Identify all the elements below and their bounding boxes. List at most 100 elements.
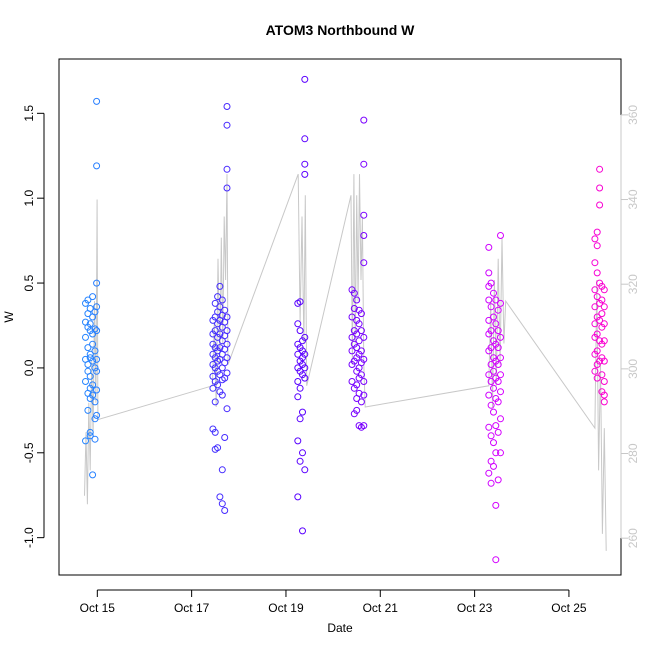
- data-point: [485, 296, 493, 304]
- data-point: [593, 228, 601, 236]
- data-point: [600, 303, 608, 311]
- data-point: [93, 279, 101, 287]
- data-point: [296, 327, 304, 335]
- data-point: [487, 303, 495, 311]
- data-point: [596, 201, 604, 209]
- data-point: [89, 471, 97, 479]
- data-point: [216, 282, 224, 290]
- data-point: [89, 391, 97, 399]
- data-point: [487, 327, 495, 335]
- data-point: [485, 423, 493, 431]
- data-point: [598, 310, 606, 318]
- data-point: [93, 367, 101, 375]
- data-point: [294, 437, 302, 445]
- data-point: [497, 232, 504, 239]
- data-point: [214, 444, 222, 452]
- data-point: [593, 330, 601, 338]
- data-point: [600, 398, 608, 406]
- data-point: [593, 347, 601, 355]
- chart-title: ATOM3 Northbound W: [266, 22, 416, 38]
- data-point: [591, 303, 599, 311]
- data-point: [86, 320, 94, 328]
- data-point: [353, 381, 361, 389]
- data-point: [84, 344, 92, 352]
- data-point: [487, 401, 495, 409]
- data-point: [296, 298, 304, 306]
- data-point: [84, 361, 92, 368]
- data-point: [360, 160, 368, 168]
- data-point: [487, 378, 495, 385]
- data-point: [301, 466, 309, 474]
- data-point: [86, 432, 94, 440]
- data-point: [600, 378, 608, 385]
- data-point: [490, 289, 497, 297]
- data-point: [223, 354, 231, 362]
- data-point: [301, 170, 309, 178]
- background-series-layer: [84, 173, 607, 551]
- data-point: [82, 437, 89, 445]
- data-point: [348, 333, 356, 341]
- right-y-tick-label: 280: [626, 443, 640, 463]
- data-point: [490, 408, 497, 416]
- data-point: [211, 327, 219, 335]
- data-point: [360, 355, 368, 363]
- data-point: [490, 367, 497, 375]
- data-point: [598, 371, 606, 379]
- data-point: [223, 405, 231, 413]
- scatter-points-layer: [82, 75, 608, 564]
- data-point: [218, 500, 226, 508]
- data-point: [348, 313, 356, 321]
- data-point: [348, 347, 356, 355]
- data-point: [84, 296, 92, 304]
- y-tick-label: -0.5: [22, 442, 36, 463]
- x-tick-label: Oct 19: [268, 601, 304, 615]
- data-point: [357, 398, 365, 406]
- data-point: [490, 384, 497, 392]
- data-point: [360, 422, 368, 430]
- data-point: [494, 476, 502, 484]
- data-point: [360, 259, 368, 267]
- data-point: [86, 350, 94, 358]
- data-point: [492, 422, 500, 430]
- data-point: [598, 296, 606, 304]
- data-point: [211, 398, 219, 406]
- data-point: [485, 269, 493, 277]
- data-point: [218, 466, 226, 474]
- data-point: [296, 384, 304, 392]
- data-point: [93, 97, 101, 105]
- data-point: [492, 556, 500, 564]
- plot-frame: [58, 58, 622, 576]
- data-point: [497, 333, 504, 341]
- data-point: [91, 415, 99, 423]
- data-point: [494, 327, 502, 335]
- data-point: [353, 406, 361, 414]
- x-tick-label: Oct 25: [551, 601, 587, 615]
- data-point: [93, 411, 101, 419]
- data-point: [214, 293, 222, 301]
- data-point: [218, 391, 226, 399]
- data-point: [357, 327, 365, 335]
- y-tick-label: 0.5: [22, 274, 36, 291]
- data-point: [357, 371, 365, 379]
- data-point: [299, 408, 306, 416]
- data-point: [355, 337, 363, 345]
- data-point: [82, 333, 89, 341]
- data-point: [487, 344, 495, 352]
- data-point: [299, 449, 306, 457]
- data-point: [353, 330, 361, 338]
- data-point: [350, 289, 358, 297]
- data-point: [596, 165, 604, 173]
- data-point: [301, 374, 309, 382]
- data-point: [485, 371, 493, 379]
- data-point: [214, 381, 222, 389]
- data-point: [485, 243, 493, 251]
- data-point: [296, 457, 304, 465]
- data-point: [490, 439, 497, 447]
- data-point: [86, 428, 94, 436]
- data-point: [223, 369, 231, 377]
- data-point: [355, 320, 363, 328]
- data-point: [492, 501, 500, 509]
- data-point: [93, 303, 101, 311]
- data-point: [353, 296, 361, 304]
